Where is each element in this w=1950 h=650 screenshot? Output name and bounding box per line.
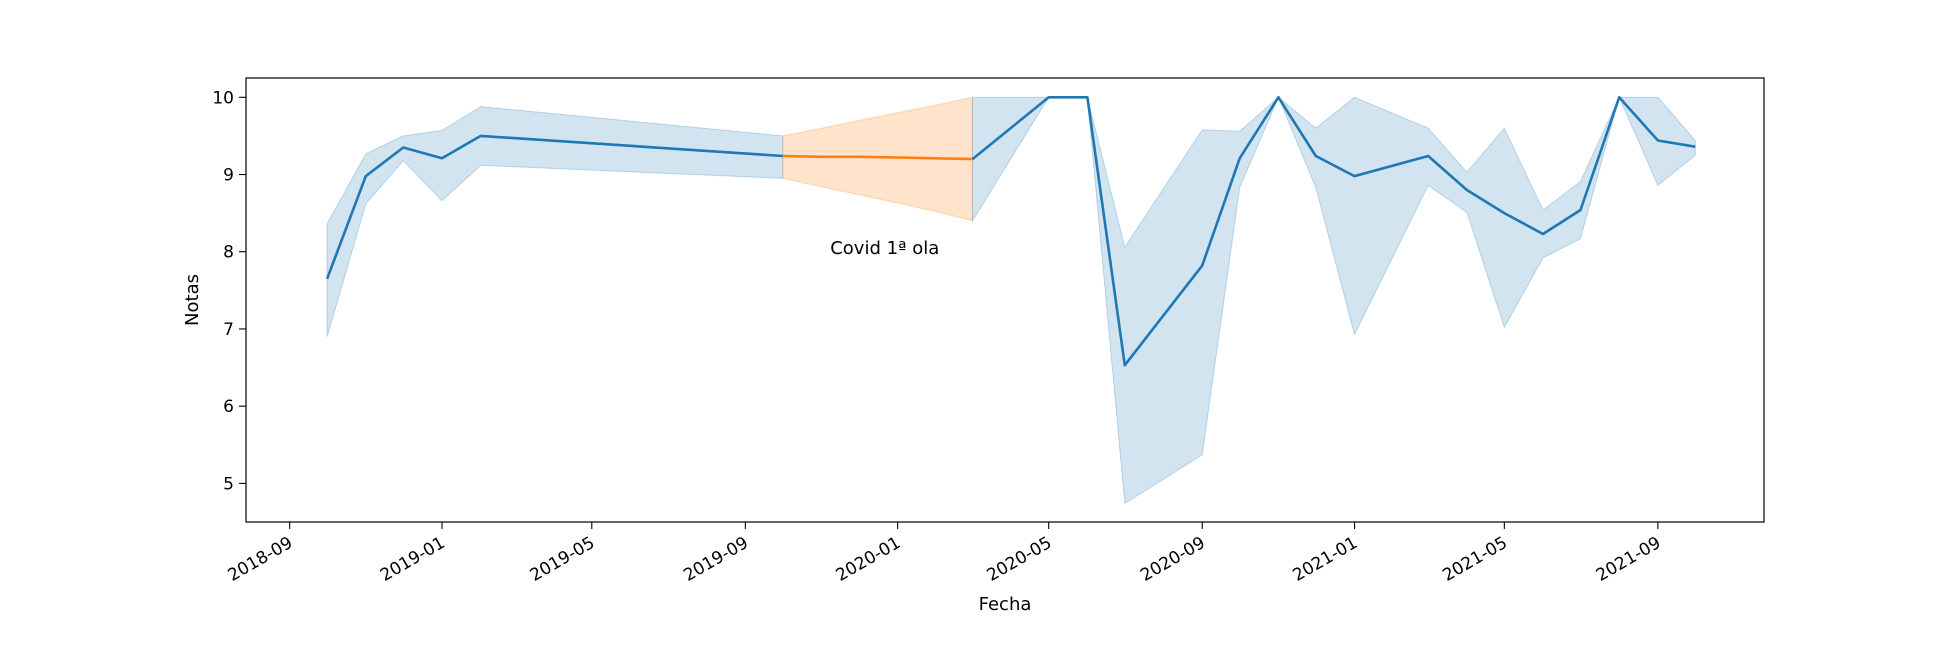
y-tick-label: 8 (223, 243, 234, 263)
x-tick-label: 2020-05 (984, 533, 1056, 586)
y-tick-label: 7 (223, 320, 234, 340)
confidence-band-covid-1 (782, 96, 973, 222)
y-tick-label: 6 (223, 397, 234, 417)
x-tick-label: 2019-01 (377, 533, 449, 586)
series-line-main-2 (971, 96, 1696, 367)
series-line-covid-1 (782, 154, 973, 161)
x-tick-label: 2020-01 (833, 533, 905, 586)
x-tick-label: 2021-05 (1439, 533, 1511, 586)
covid-annotation: Covid 1ª ola (830, 238, 939, 259)
x-tick-label: 2019-05 (527, 533, 599, 586)
y-axis-title: Notas (182, 274, 203, 326)
series-lines (325, 96, 1696, 367)
x-tick-label: 2018-09 (225, 533, 297, 586)
y-tick-label: 5 (223, 474, 234, 494)
x-tick-label: 2021-01 (1290, 533, 1362, 586)
x-axis-title: Fecha (979, 594, 1032, 615)
y-tick-label: 10 (212, 88, 234, 108)
x-tick-label: 2021-09 (1593, 533, 1665, 586)
y-axis: 5 6 7 8 9 10 (212, 88, 246, 494)
x-axis: 2018-09 2019-01 2019-05 2019-09 2020-01 2020-… (225, 522, 1665, 586)
y-tick-label: 9 (223, 166, 234, 186)
x-tick-label: 2019-09 (680, 533, 752, 586)
plot-frame (245, 77, 1765, 523)
confidence-band-main-0 (326, 106, 784, 337)
series-line-main-0 (325, 134, 783, 280)
confidence-bands (326, 95, 1696, 505)
x-tick-label: 2020-09 (1137, 533, 1209, 586)
confidence-band-main-2 (972, 95, 1696, 505)
